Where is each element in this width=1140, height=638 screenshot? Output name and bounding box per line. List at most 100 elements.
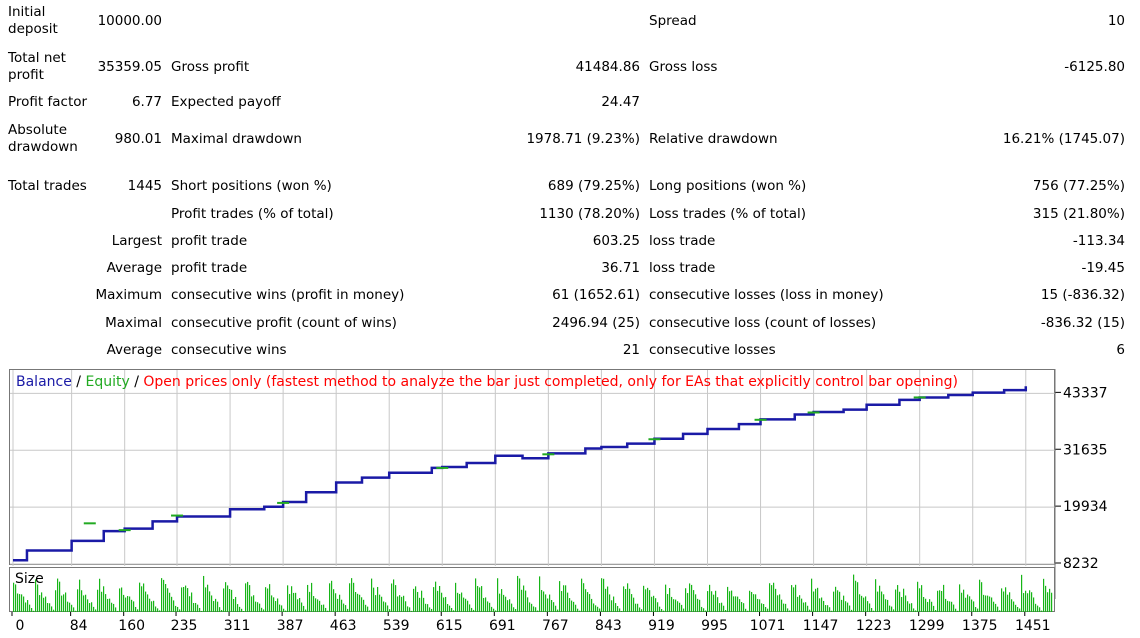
- size-bar: [1005, 587, 1007, 612]
- size-bar: [23, 596, 25, 612]
- size-bar: [873, 610, 875, 612]
- size-bar: [179, 609, 181, 612]
- size-bar: [875, 579, 877, 612]
- size-bar: [783, 603, 785, 612]
- size-bar: [625, 589, 627, 612]
- size-bar: [1043, 578, 1045, 612]
- size-bar: [587, 592, 589, 612]
- size-bar: [945, 598, 947, 612]
- size-bar: [111, 602, 113, 612]
- size-bar: [553, 602, 555, 612]
- size-bar: [829, 607, 831, 612]
- size-bar: [635, 603, 637, 612]
- size-bar: [453, 610, 455, 612]
- size-bar: [441, 592, 443, 612]
- size-bar: [679, 602, 681, 612]
- size-bar: [561, 591, 563, 612]
- size-bar: [175, 605, 177, 612]
- size-bar: [461, 592, 463, 612]
- size-bar: [899, 591, 901, 612]
- size-bar: [581, 578, 583, 612]
- size-bar: [803, 602, 805, 612]
- size-bar: [155, 606, 157, 612]
- size-bar: [651, 596, 653, 612]
- size-bar: [807, 605, 809, 612]
- size-bar: [227, 585, 229, 612]
- report-value-cell: Maximum: [95, 287, 162, 303]
- size-bar: [429, 607, 431, 612]
- x-tick-label: 691: [489, 618, 516, 634]
- x-tick-label: 0: [16, 618, 25, 634]
- legend-equity: Equity: [85, 374, 130, 390]
- size-bar: [923, 596, 925, 612]
- size-bar: [153, 600, 155, 612]
- size-bar: [879, 585, 881, 612]
- report-label-cell: Expected payoff: [171, 94, 281, 110]
- legend-mode: Open prices only (fastest method to anal…: [143, 374, 958, 390]
- size-bar: [87, 599, 89, 612]
- size-bar: [967, 594, 969, 612]
- size-bar: [499, 593, 501, 612]
- size-bar: [163, 579, 165, 612]
- size-bar: [657, 602, 659, 612]
- size-bar: [205, 587, 207, 612]
- size-bar: [521, 589, 523, 612]
- size-bar: [539, 576, 541, 612]
- size-bar: [735, 596, 737, 612]
- size-bar: [723, 605, 725, 612]
- size-bar: [25, 602, 27, 612]
- size-bar: [615, 603, 617, 612]
- size-bar: [21, 594, 23, 612]
- size-bar: [137, 609, 139, 612]
- size-bar: [321, 604, 323, 612]
- report-value-cell: 10: [1107, 13, 1125, 29]
- size-bar: [171, 596, 173, 612]
- size-bar: [339, 594, 341, 612]
- size-bar: [161, 578, 163, 612]
- size-bar: [201, 610, 203, 612]
- size-bar: [1011, 599, 1013, 612]
- size-bar: [877, 591, 879, 612]
- size-bar: [977, 608, 979, 612]
- size-bar: [857, 582, 859, 612]
- size-bar: [627, 583, 629, 612]
- report-label-cell: Loss trades (% of total): [649, 206, 807, 222]
- size-bar: [753, 594, 755, 612]
- size-bar: [437, 590, 439, 612]
- size-bar: [757, 598, 759, 612]
- size-bar: [117, 610, 119, 612]
- size-bar: [903, 588, 905, 612]
- size-bar: [1049, 588, 1051, 612]
- size-bar: [61, 595, 63, 612]
- size-bar: [407, 606, 409, 612]
- size-bar: [143, 583, 145, 612]
- report-label-cell: Long positions (won %): [649, 178, 807, 194]
- legend-separator: /: [71, 374, 86, 390]
- size-bar: [981, 582, 983, 612]
- size-bar: [717, 597, 719, 612]
- size-bar: [555, 605, 557, 612]
- size-bar: [255, 601, 257, 612]
- size-bar: [411, 610, 413, 612]
- size-bar: [237, 604, 239, 612]
- size-bar: [15, 584, 17, 612]
- y-tick-label: 31635: [1063, 442, 1108, 458]
- size-bar: [1041, 610, 1043, 612]
- size-bar: [855, 580, 857, 612]
- size-bar: [773, 582, 775, 612]
- size-bar: [885, 599, 887, 612]
- size-bar: [571, 600, 573, 612]
- report-label-cell: profit trade: [171, 260, 248, 276]
- size-bar: [95, 609, 97, 612]
- size-bar: [31, 608, 33, 612]
- size-bar: [833, 591, 835, 612]
- size-bar: [523, 585, 525, 612]
- size-bar: [341, 599, 343, 612]
- size-bar: [955, 608, 957, 612]
- size-bar: [497, 578, 499, 612]
- size-bar: [659, 606, 661, 612]
- size-bar: [75, 610, 77, 612]
- report-label-cell: Spread: [649, 13, 697, 29]
- x-tick-label: 1299: [909, 618, 945, 634]
- size-bar: [759, 599, 761, 612]
